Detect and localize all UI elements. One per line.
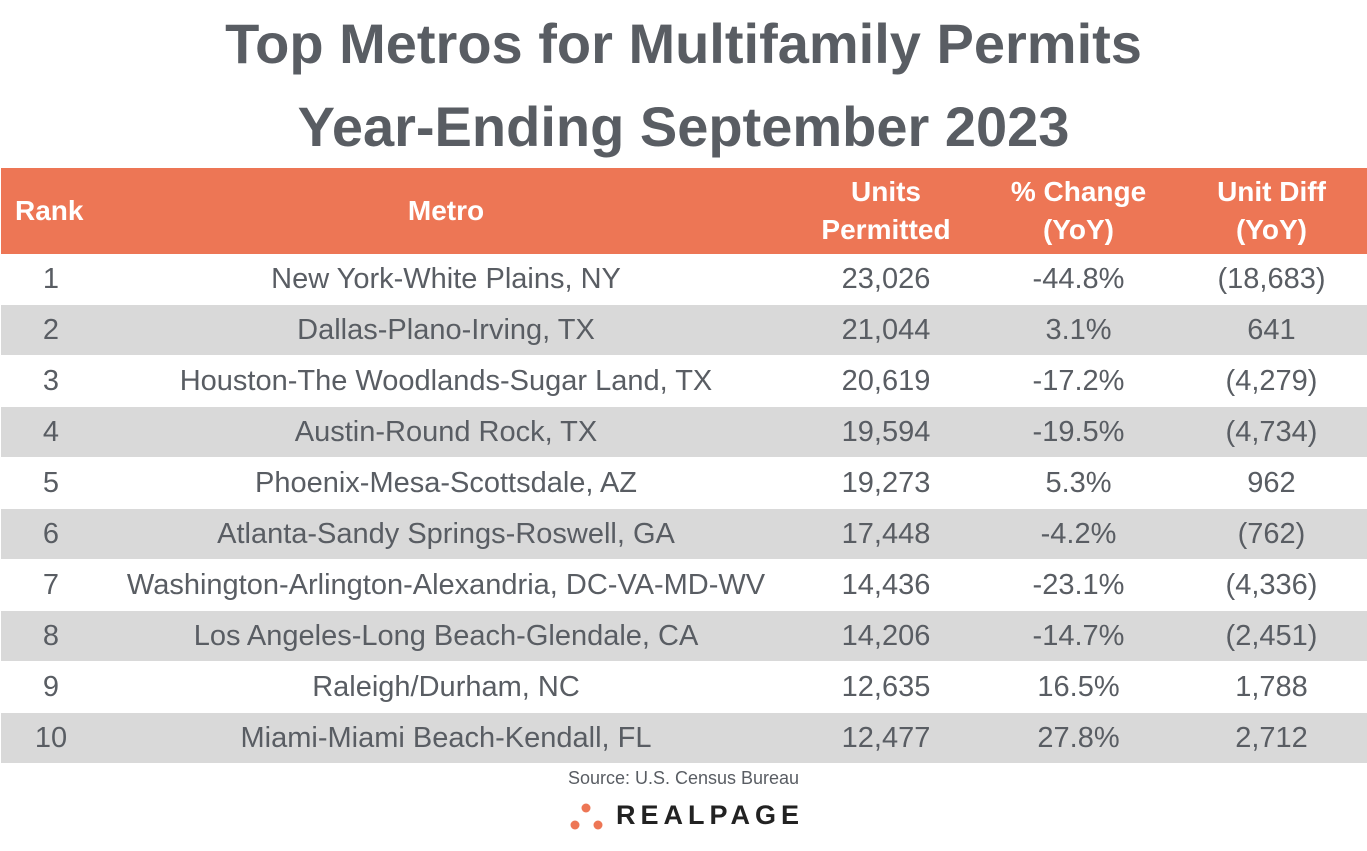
table-row: 3 Houston-The Woodlands-Sugar Land, TX 20,… — [1, 355, 1367, 407]
cell-unit-diff: (4,279) — [1176, 355, 1367, 407]
cell-rank: 2 — [1, 304, 101, 356]
permits-table: Rank Metro Units Permitted% Change (YoY) Unit… — [1, 168, 1367, 763]
cell-units-permitted: 20,619 — [791, 355, 981, 407]
cell-units-permitted: 12,477 — [791, 712, 981, 763]
cell-unit-diff: 1,788 — [1176, 661, 1367, 713]
header-label: (YoY) — [1042, 214, 1115, 245]
header-label: Units — [851, 176, 921, 207]
table-row: 2 Dallas-Plano-Irving, TX 21,044 3.1% 641 — [1, 304, 1367, 356]
header-label: Permitted — [821, 214, 951, 245]
cell-units-permitted: 14,206 — [791, 610, 981, 662]
table-row: 6 Atlanta-Sandy Springs-Roswell, GA 17,448… — [1, 508, 1367, 560]
cell-rank: 7 — [1, 559, 101, 611]
cell-rank: 3 — [1, 355, 101, 407]
logo-text: REALPAGE — [616, 800, 805, 830]
table-row: 5 Phoenix-Mesa-Scottsdale, AZ 19,273 5.3% 96… — [1, 457, 1367, 509]
cell-metro: Miami-Miami Beach-Kendall, FL — [101, 712, 791, 763]
cell-rank: 10 — [1, 712, 101, 763]
source-note: Source: U.S. Census Bureau — [567, 768, 800, 788]
chart-title-line-1: Top Metros for Multifamily Permits — [225, 12, 1142, 75]
cell-units-permitted: 14,436 — [791, 559, 981, 611]
cell-metro: Dallas-Plano-Irving, TX — [101, 304, 791, 356]
cell-metro: Atlanta-Sandy Springs-Roswell, GA — [101, 508, 791, 560]
cell-pct-change: 27.8% — [981, 712, 1176, 763]
cell-metro: Raleigh/Durham, NC — [101, 661, 791, 713]
cell-metro: Los Angeles-Long Beach-Glendale, CA — [101, 610, 791, 662]
cell-pct-change: 3.1% — [981, 304, 1176, 356]
header-label: Unit Diff — [1217, 176, 1326, 207]
cell-pct-change: -14.7% — [981, 610, 1176, 662]
cell-rank: 9 — [1, 661, 101, 713]
cell-metro: New York-White Plains, NY — [271, 262, 621, 295]
cell-unit-diff: 2,712 — [1176, 712, 1367, 763]
header-metro: Metro — [101, 168, 791, 254]
cell-pct-change: -44.8% — [1032, 262, 1125, 295]
table-row: 7 Washington-Arlington-Alexandria, DC-VA-… — [1, 559, 1367, 611]
header-unit-diff: Unit Diff (YoY) — [1176, 168, 1367, 254]
cell-metro: Austin-Round Rock, TX — [101, 406, 791, 458]
cell-unit-diff: (2,451) — [1176, 610, 1367, 662]
cell-rank: 1 — [42, 262, 60, 295]
logo-dots-icon — [570, 803, 603, 829]
cell-unit-diff: (4,336) — [1176, 559, 1367, 611]
cell-pct-change: -17.2% — [981, 355, 1176, 407]
cell-rank: 8 — [1, 610, 101, 662]
table-row: 10 Miami-Miami Beach-Kendall, FL 12,477 27.… — [1, 712, 1367, 763]
cell-pct-change: 5.3% — [981, 457, 1176, 509]
cell-unit-diff: 962 — [1176, 457, 1367, 509]
table-row: 9 Raleigh/Durham, NC 12,635 16.5% 1,788 — [1, 661, 1367, 713]
cell-pct-change: -19.5% — [981, 406, 1176, 458]
table-header-row: Rank Metro Units Permitted% Change (YoY) Unit… — [1, 168, 1367, 254]
cell-unit-diff: (4,734) — [1176, 406, 1367, 458]
cell-rank: 6 — [1, 508, 101, 560]
header-pct-change: % Change (YoY) — [981, 168, 1176, 254]
realpage-logo: REALPAGE — [568, 800, 804, 831]
cell-unit-diff: (762) — [1176, 508, 1367, 560]
cell-unit-diff: 641 — [1176, 304, 1367, 356]
cell-rank: 4 — [1, 406, 101, 458]
chart-title-line-2: Year-Ending September 2023 — [297, 95, 1070, 158]
table-row: 8 Los Angeles-Long Beach-Glendale, CA 14,2… — [1, 610, 1367, 662]
header-label: (YoY) — [1235, 214, 1308, 245]
table-row: 4 Austin-Round Rock, TX 19,594 -19.5% (4,734… — [1, 406, 1367, 458]
cell-metro: Washington-Arlington-Alexandria, DC-VA-M… — [101, 559, 791, 611]
cell-units-permitted: 23,026 — [841, 262, 931, 295]
cell-units-permitted: 21,044 — [791, 304, 981, 356]
cell-unit-diff: (18,683) — [1217, 262, 1326, 295]
cell-pct-change: -23.1% — [981, 559, 1176, 611]
cell-units-permitted: 19,273 — [791, 457, 981, 509]
table-row: 1 New York-White Plains, NY 23,026 -44.8% (1… — [1, 254, 1367, 305]
cell-units-permitted: 19,594 — [791, 406, 981, 458]
cell-pct-change: -4.2% — [981, 508, 1176, 560]
header-label: % Change — [1010, 176, 1147, 207]
cell-units-permitted: 17,448 — [791, 508, 981, 560]
header-label: Metro — [407, 195, 485, 226]
cell-units-permitted: 12,635 — [791, 661, 981, 713]
header-units-permitted: Units Permitted — [791, 168, 981, 254]
cell-pct-change: 16.5% — [981, 661, 1176, 713]
header-rank: Rank — [1, 168, 101, 254]
cell-metro: Phoenix-Mesa-Scottsdale, AZ — [101, 457, 791, 509]
cell-metro: Houston-The Woodlands-Sugar Land, TX — [101, 355, 791, 407]
header-label: Rank — [15, 195, 84, 226]
cell-rank: 5 — [1, 457, 101, 509]
